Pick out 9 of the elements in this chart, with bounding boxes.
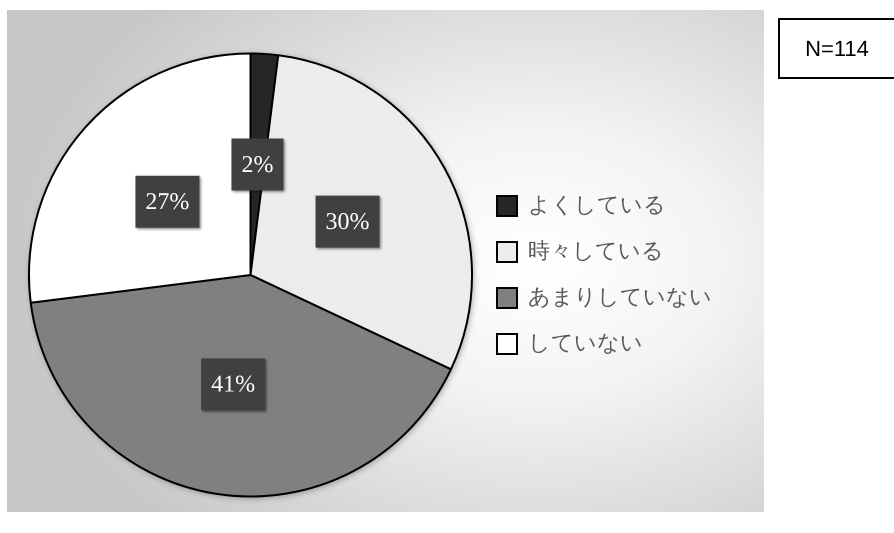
legend-label: 時々している <box>528 238 664 263</box>
legend-label: していない <box>528 330 643 355</box>
data-label: 30% <box>326 208 370 235</box>
data-label: 2% <box>241 152 274 178</box>
legend-label: あまりしていない <box>528 284 712 309</box>
text: N=114 <box>778 18 894 79</box>
data-label: 27% <box>145 189 190 216</box>
legend-label: よくしている <box>528 192 666 217</box>
data-label: 41% <box>211 372 256 398</box>
